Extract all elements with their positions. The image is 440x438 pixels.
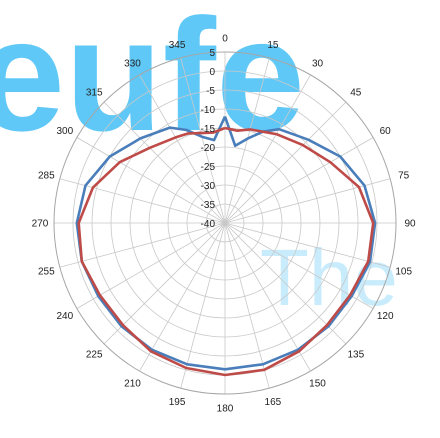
angle-label: 105 <box>395 266 412 277</box>
angle-label: 210 <box>124 379 141 390</box>
grid-ring <box>148 146 302 300</box>
grid-ring <box>53 51 397 395</box>
angle-label: 150 <box>309 379 326 390</box>
series-line-2 <box>77 126 375 377</box>
r-tick-label: 5 <box>209 48 215 59</box>
angle-label: 135 <box>347 349 364 360</box>
angle-label: 30 <box>312 58 324 69</box>
angle-tick-labels: 0 15 30 45 60 75 90 105 120 135 150 165 180 195 210 225… <box>32 34 416 415</box>
angle-label: 45 <box>350 88 362 99</box>
grid-spoke <box>59 178 226 224</box>
grid-spoke <box>224 101 347 224</box>
r-tick-label: -30 <box>201 181 216 192</box>
series-line-1 <box>75 116 377 371</box>
grid-spoke <box>224 222 311 372</box>
angle-label: 255 <box>38 266 55 277</box>
grid-spoke <box>103 101 226 224</box>
watermark-small-text: The <box>260 233 398 322</box>
grid-spoke <box>76 222 226 309</box>
angle-label: 240 <box>56 311 73 322</box>
grid-spoke <box>59 222 226 268</box>
angle-label: 60 <box>380 126 392 137</box>
angle-label: 270 <box>32 219 49 230</box>
polar-grid <box>53 51 397 395</box>
angle-label: 225 <box>86 349 103 360</box>
grid-spoke <box>224 57 270 224</box>
grid-spoke <box>224 222 374 309</box>
grid-ring <box>205 203 245 243</box>
watermark-big-text: eufe <box>0 0 305 164</box>
grid-ring <box>91 89 359 357</box>
grid-spoke <box>224 222 347 345</box>
grid-spoke <box>139 222 226 372</box>
angle-label: 345 <box>169 40 186 51</box>
grid-spoke <box>180 222 226 389</box>
angle-label: 15 <box>267 40 279 51</box>
angle-label: 300 <box>56 126 73 137</box>
grid-spoke <box>224 74 311 224</box>
angle-label: 315 <box>86 88 103 99</box>
grid-spoke <box>224 222 270 389</box>
angle-label: 90 <box>404 219 416 230</box>
series-layer <box>75 116 377 377</box>
angle-label: 285 <box>38 171 55 182</box>
grid-spoke <box>139 74 226 224</box>
r-tick-label: -40 <box>201 219 216 230</box>
angle-label: 75 <box>398 171 410 182</box>
r-tick-label: -35 <box>201 200 216 211</box>
r-tick-label: -5 <box>206 86 215 97</box>
grid-spoke <box>224 222 391 268</box>
radial-tick-labels: 5 0 -5 -10 -15 -20 -25 -30 -35 -40 <box>201 48 216 230</box>
r-tick-label: -10 <box>201 105 216 116</box>
angle-label: 330 <box>124 58 141 69</box>
r-tick-label: 0 <box>209 67 215 78</box>
grid-spoke <box>103 222 226 345</box>
r-tick-label: -20 <box>201 143 216 154</box>
angle-label: 165 <box>265 397 282 408</box>
grid-spoke <box>224 178 391 224</box>
grid-ring <box>110 108 340 338</box>
angle-label: 195 <box>169 397 186 408</box>
angle-label: 120 <box>377 311 394 322</box>
angle-label: 0 <box>222 34 228 45</box>
angle-label: 180 <box>217 404 234 415</box>
r-tick-label: -15 <box>201 124 216 135</box>
grid-ring <box>186 184 264 262</box>
grid-spoke <box>180 57 226 224</box>
grid-spoke <box>224 137 374 224</box>
grid-ring <box>167 165 283 281</box>
r-tick-label: -25 <box>201 162 216 173</box>
grid-spoke <box>76 137 226 224</box>
